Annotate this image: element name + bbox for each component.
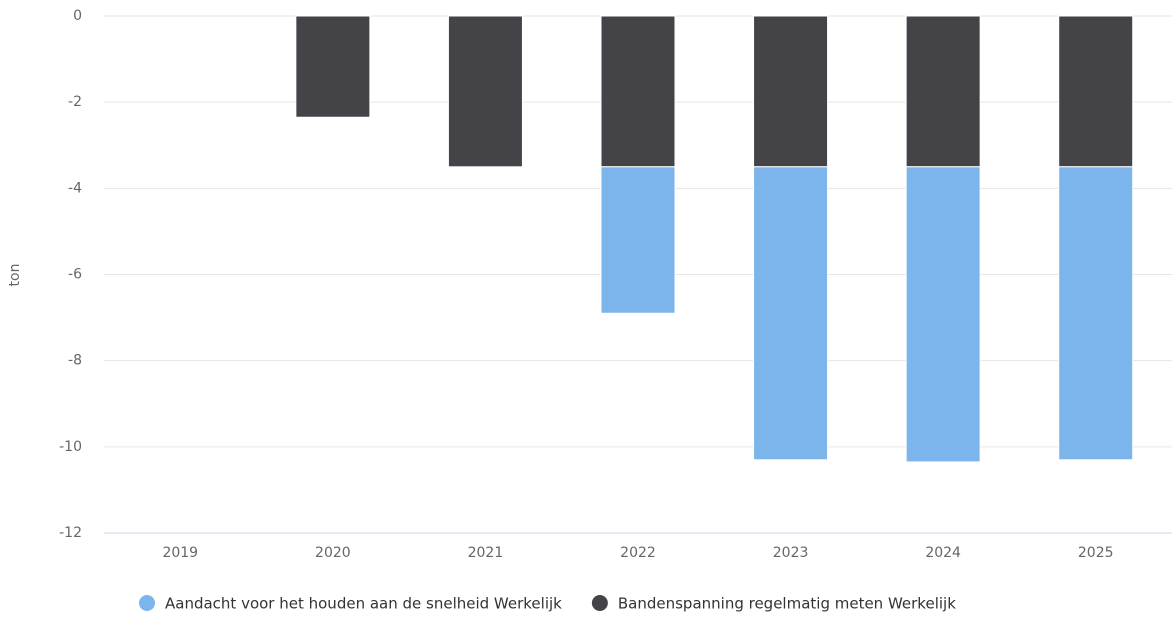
y-tick-label: -2 — [68, 94, 82, 110]
y-axis-label: ton — [7, 264, 23, 287]
legend-text: Bandenspanning regelmatig meten Werkelij… — [618, 595, 956, 613]
x-tick-label: 2021 — [468, 545, 504, 561]
y-tick-label: -12 — [59, 525, 82, 541]
x-tick-label: 2019 — [162, 545, 198, 561]
bar — [1058, 166, 1134, 461]
y-tick-label: -10 — [59, 439, 82, 455]
bar — [1058, 15, 1134, 168]
bar — [295, 15, 371, 118]
legend-marker — [139, 595, 155, 611]
bar — [600, 15, 676, 168]
x-tick-label: 2020 — [315, 545, 351, 561]
y-tick-label: 0 — [73, 8, 82, 24]
y-tick-label: -8 — [68, 353, 82, 369]
bar — [905, 15, 981, 168]
y-tick-label: -6 — [68, 267, 82, 283]
bar — [447, 15, 523, 168]
bar — [600, 166, 676, 314]
x-tick-label: 2025 — [1078, 545, 1114, 561]
bar — [753, 166, 829, 461]
bar — [753, 15, 829, 168]
legend-text: Aandacht voor het houden aan de snelheid… — [165, 595, 562, 613]
bar — [905, 166, 981, 463]
y-tick-label: -4 — [68, 180, 82, 196]
x-tick-label: 2022 — [620, 545, 656, 561]
legend-marker — [591, 595, 608, 611]
x-tick-label: 2024 — [925, 545, 961, 561]
x-tick-label: 2023 — [773, 545, 809, 561]
